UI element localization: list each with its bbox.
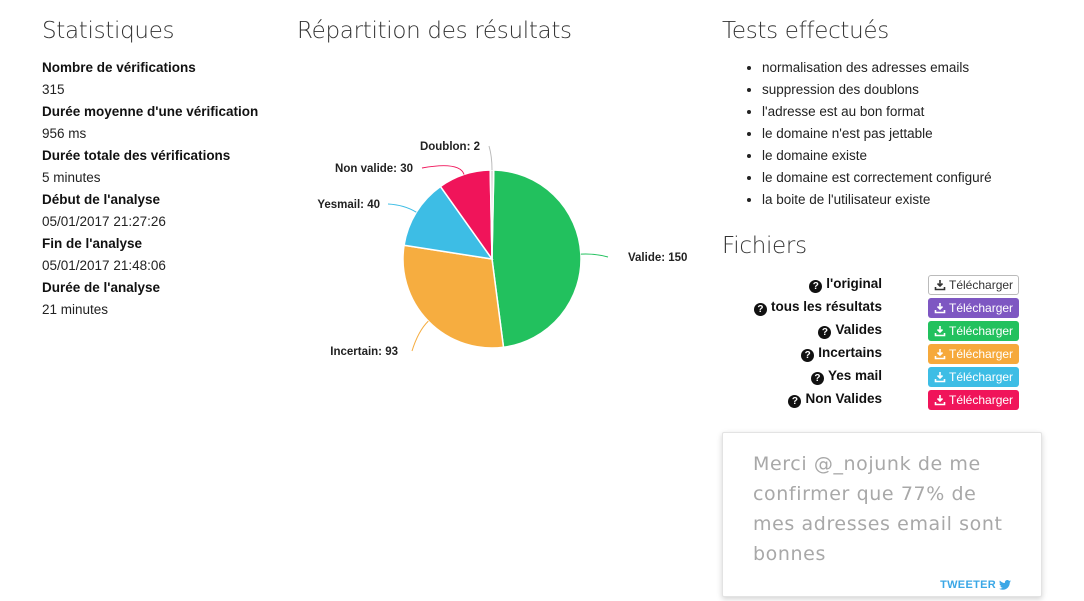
help-icon[interactable]: ? bbox=[788, 395, 802, 408]
help-icon[interactable]: ? bbox=[753, 303, 767, 316]
test-item: suppression des doublons bbox=[762, 79, 992, 101]
file-row-incertains: ? Incertains Télécharger bbox=[740, 342, 1030, 365]
stat-label: Nombre de vérifications bbox=[42, 60, 196, 75]
download-non-valides-button[interactable]: Télécharger bbox=[928, 389, 1020, 410]
download-label: Télécharger bbox=[949, 346, 1014, 361]
download-label: Télécharger bbox=[949, 392, 1014, 407]
file-label: l'original bbox=[826, 276, 882, 291]
results-pie-chart: Valide: 150 Incertain: 93 Yesmail: 40 Non v… bbox=[317, 141, 687, 358]
file-label: Incertains bbox=[818, 345, 882, 360]
stats-title: Statistiques bbox=[42, 18, 175, 44]
file-label: Non Valides bbox=[805, 391, 882, 406]
help-icon[interactable]: ? bbox=[810, 372, 824, 385]
download-yes-mail-button[interactable]: Télécharger bbox=[928, 366, 1020, 387]
file-row-valides: ? Valides Télécharger bbox=[740, 319, 1030, 342]
file-label: tous les résultats bbox=[770, 299, 882, 314]
twitter-bird-icon bbox=[999, 580, 1011, 590]
stat-value: 956 ms bbox=[42, 126, 87, 141]
tweet-card: Merci @_nojunk de me confirmer que 77% d… bbox=[722, 432, 1042, 597]
download-icon bbox=[934, 371, 946, 382]
pie-label: Non valide: 30 bbox=[335, 163, 413, 175]
download-label: Télécharger bbox=[949, 323, 1014, 338]
test-item: l'adresse est au bon format bbox=[762, 101, 992, 123]
pie-slice-incertain bbox=[402, 244, 505, 349]
file-label: Yes mail bbox=[827, 368, 882, 383]
file-row-non-valides: ? Non Valides Télécharger bbox=[740, 388, 1030, 411]
test-item: le domaine existe bbox=[762, 145, 992, 167]
download-icon bbox=[934, 302, 946, 313]
test-item: normalisation des adresses emails bbox=[762, 57, 992, 79]
pie-slice-yesmail bbox=[403, 185, 494, 261]
pie-leader-line bbox=[421, 165, 465, 175]
download-icon bbox=[934, 348, 946, 359]
test-item: la boite de l'utilisateur existe bbox=[762, 189, 992, 211]
tests-list: normalisation des adresses emails suppre… bbox=[740, 57, 992, 211]
files-title: Fichiers bbox=[722, 233, 807, 259]
download-icon bbox=[934, 279, 946, 290]
stat-label: Début de l'analyse bbox=[42, 192, 160, 207]
stat-value: 05/01/2017 21:27:26 bbox=[42, 214, 166, 229]
download-label: Télécharger bbox=[949, 369, 1014, 384]
file-row-original: ? l'original Télécharger bbox=[740, 273, 1030, 296]
stat-value: 315 bbox=[42, 82, 65, 97]
pie-leader-line bbox=[488, 145, 493, 171]
pie-leader-line bbox=[411, 320, 429, 352]
pie-label: Yesmail: 40 bbox=[317, 199, 380, 211]
tweet-button[interactable]: TWEETER bbox=[940, 579, 1011, 591]
pie-leader-line bbox=[387, 203, 417, 213]
test-item: le domaine n'est pas jettable bbox=[762, 123, 992, 145]
stat-value: 5 minutes bbox=[42, 170, 101, 185]
pie-leader-line bbox=[580, 253, 609, 258]
files-table: ? l'original Télécharger ? tous les résult… bbox=[740, 273, 1030, 411]
help-icon[interactable]: ? bbox=[818, 326, 832, 339]
test-item: le domaine est correctement configuré bbox=[762, 167, 992, 189]
pie-label: Incertain: 93 bbox=[330, 346, 398, 358]
stat-value: 21 minutes bbox=[42, 302, 109, 317]
download-incertains-button[interactable]: Télécharger bbox=[928, 343, 1020, 364]
download-label: Télécharger bbox=[949, 277, 1014, 292]
stat-value: 05/01/2017 21:48:06 bbox=[42, 258, 166, 273]
pie-label: Doublon: 2 bbox=[420, 141, 480, 153]
stats-list: Nombre de vérifications 315 Durée moyenn… bbox=[42, 57, 282, 321]
stat-label: Durée totale des vérifications bbox=[42, 148, 231, 163]
stat-label: Fin de l'analyse bbox=[42, 236, 142, 251]
download-all-results-button[interactable]: Télécharger bbox=[928, 297, 1020, 318]
stat-label: Durée moyenne d'une vérification bbox=[42, 104, 259, 119]
download-valides-button[interactable]: Télécharger bbox=[928, 320, 1020, 341]
help-icon[interactable]: ? bbox=[809, 280, 823, 293]
file-label: Valides bbox=[835, 322, 882, 337]
download-original-button[interactable]: Télécharger bbox=[928, 274, 1020, 295]
tests-title: Tests effectués bbox=[722, 18, 889, 44]
file-row-all-results: ? tous les résultats Télécharger bbox=[740, 296, 1030, 319]
pie-slice-valide bbox=[491, 169, 582, 349]
download-icon bbox=[934, 325, 946, 336]
pie-label: Valide: 150 bbox=[628, 252, 687, 264]
pie-chart-title: Répartition des résultats bbox=[297, 18, 572, 44]
tweet-button-label: TWEETER bbox=[940, 579, 996, 591]
file-row-yes-mail: ? Yes mail Télécharger bbox=[740, 365, 1030, 388]
stat-label: Durée de l'analyse bbox=[42, 280, 161, 295]
download-label: Télécharger bbox=[949, 300, 1014, 315]
tweet-text: Merci @_nojunk de me confirmer que 77% d… bbox=[753, 453, 1003, 565]
download-icon bbox=[934, 394, 946, 405]
help-icon[interactable]: ? bbox=[801, 349, 815, 362]
